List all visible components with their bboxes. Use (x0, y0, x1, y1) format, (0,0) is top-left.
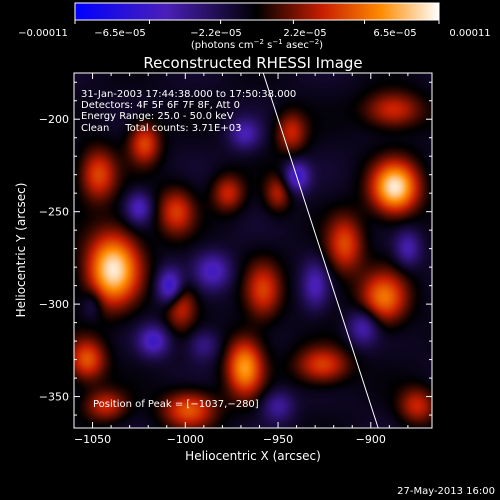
colorbar-tick-label: 0.00011 (449, 28, 490, 39)
y-tick-label: −200 (39, 113, 69, 126)
colorbar-tick-label: 2.2e−05 (283, 28, 326, 39)
colorbar-tick-label: −6.5e−05 (94, 28, 146, 39)
solar-limb-line (262, 73, 379, 428)
x-axis-label: Heliocentric X (arcsec) (185, 449, 321, 463)
colorbar-tick-label: −2.2e−05 (190, 28, 242, 39)
x-tick-label: −900 (356, 433, 386, 446)
colorbar-units: (photons cm−2 s−1 asec−2) (191, 38, 323, 51)
annotation-energy-range: Energy Range: 25.0 - 50.0 keV (81, 111, 234, 122)
colorbar-tick-label: −0.00011 (18, 28, 68, 39)
y-tick-label: −300 (39, 298, 69, 311)
footer-timestamp: 27-May-2013 16:00 (397, 486, 495, 497)
colorbar-ticks: −0.00011 −6.5e−05 −2.2e−05 2.2e−05 6.5e−05 0.… (18, 20, 491, 39)
y-tick-label: −250 (39, 206, 69, 219)
x-tick-label: −1000 (167, 433, 204, 446)
annotation-peak: Position of Peak = [−1037,−280] (93, 399, 259, 410)
colorbar (74, 2, 440, 21)
plot-frame (73, 72, 433, 429)
y-axis-label: Heliocentric Y (arcsec) (14, 183, 28, 318)
x-tick-label: −1050 (74, 433, 111, 446)
x-tick-label: −950 (263, 433, 293, 446)
x-axis: −1050 −1000 −950 −900 (74, 73, 409, 446)
colorbar-tick-label: 6.5e−05 (373, 28, 416, 39)
annotation-detectors: Detectors: 4F 5F 6F 7F 8F, Att 0 (81, 100, 240, 111)
chart-title: Reconstructed RHESSI Image (143, 54, 362, 72)
annotation-time-range: 31-Jan-2003 17:44:38.000 to 17:50:38.000 (81, 89, 296, 100)
heatmap-image (74, 73, 432, 428)
annotation-method: Clean Total counts: 3.71E+03 (81, 123, 241, 134)
y-tick-label: −350 (39, 391, 69, 404)
annotations: 31-Jan-2003 17:44:38.000 to 17:50:38.000… (81, 89, 296, 410)
y-axis: −200 −250 −300 −350 (39, 81, 432, 416)
